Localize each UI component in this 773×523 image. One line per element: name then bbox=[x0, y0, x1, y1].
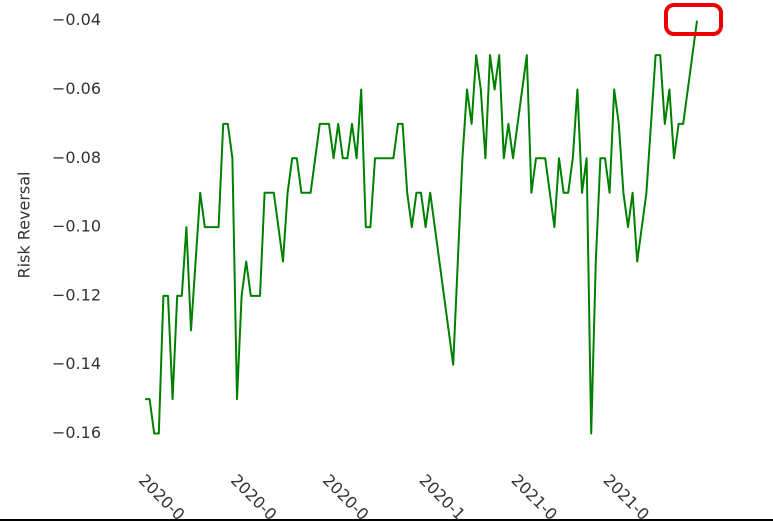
y-tick-label: −0.10 bbox=[52, 217, 101, 236]
data-line bbox=[145, 20, 698, 435]
highlight-box bbox=[664, 3, 723, 36]
x-tick-label: 2020-0 bbox=[135, 471, 189, 523]
y-tick-label: −0.16 bbox=[52, 423, 101, 442]
y-tick-label: −0.04 bbox=[52, 10, 101, 29]
y-tick-label: −0.08 bbox=[52, 148, 101, 167]
x-tick-label: 2020-0 bbox=[319, 471, 373, 523]
y-tick-label: −0.06 bbox=[52, 79, 101, 98]
x-tick-label: 2021-0 bbox=[600, 471, 654, 523]
x-tick-label: 2020-0 bbox=[227, 471, 281, 523]
y-axis-label: Risk Reversal bbox=[15, 172, 34, 279]
y-tick-label: −0.14 bbox=[52, 354, 101, 373]
y-tick-label: −0.12 bbox=[52, 285, 101, 304]
x-tick-label: 2020-1 bbox=[416, 471, 470, 523]
x-tick-label: 2021-0 bbox=[508, 471, 562, 523]
